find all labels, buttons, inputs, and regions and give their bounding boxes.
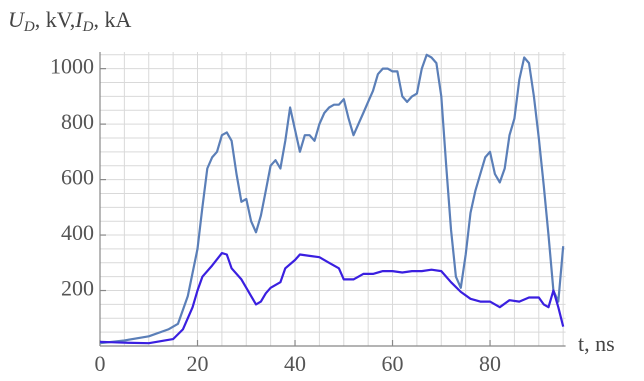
series-line xyxy=(99,53,565,345)
y-axis-label: UD, kV,ID, kA xyxy=(8,7,131,35)
x-tick-label: 40 xyxy=(284,351,306,376)
y-tick-label: 200 xyxy=(61,276,94,301)
y-tick-label: 800 xyxy=(61,109,94,134)
label-part: I xyxy=(74,7,84,32)
series-line xyxy=(99,252,565,345)
label-part: D xyxy=(82,19,94,35)
label-part: U xyxy=(8,7,26,32)
x-axis-label: t, ns xyxy=(578,331,615,356)
x-tick-label: 80 xyxy=(479,351,501,376)
label-part: , kA xyxy=(93,7,131,32)
label-part: , kV, xyxy=(35,7,76,32)
x-tick-label: 20 xyxy=(187,351,209,376)
x-tick-label: 60 xyxy=(382,351,404,376)
y-tick-label: 1000 xyxy=(50,54,94,79)
y-tick-label: 400 xyxy=(61,220,94,245)
y-tick-label: 600 xyxy=(61,165,94,190)
label-part: D xyxy=(23,19,35,35)
x-tick-label: 0 xyxy=(95,351,106,376)
